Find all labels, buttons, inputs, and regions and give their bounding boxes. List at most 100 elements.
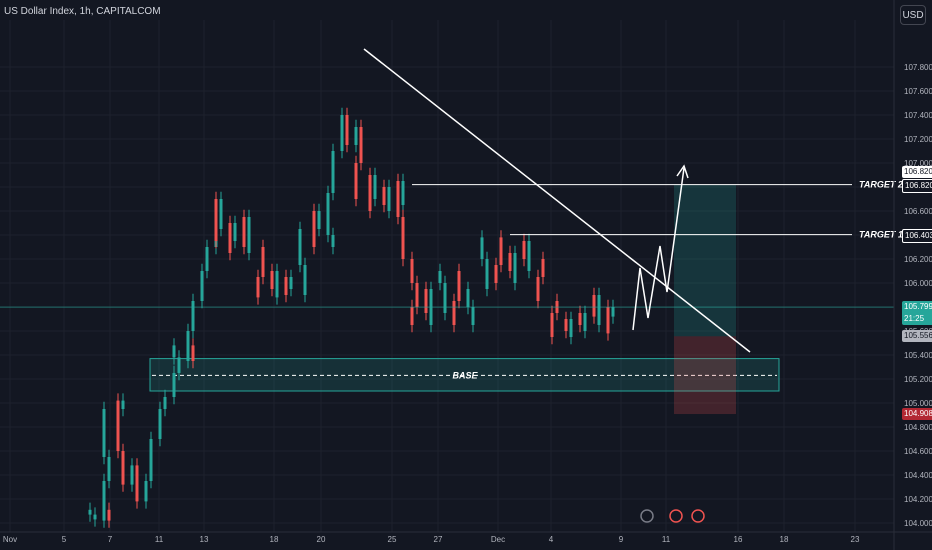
candle-body [284,277,288,295]
candle-body [205,247,209,271]
x-tick-label: 16 [734,535,743,544]
chart-title: US Dollar Index, 1h, CAPITALCOM [4,6,161,17]
candle-body [312,211,316,247]
candle-body [564,319,568,331]
candle-body [443,283,447,313]
candle-body [494,265,498,283]
candle-body [158,409,162,439]
base-zone[interactable] [149,358,780,392]
profit-zone[interactable] [674,184,736,337]
countdown-value: 21:25 [904,314,925,324]
candle-body [536,277,540,301]
x-tick-label: 9 [619,535,624,544]
x-tick-label: 11 [662,535,671,544]
candle-body [214,199,218,241]
candle-body [387,187,391,211]
y-tick-label: 107.800 [904,63,932,72]
candle-body [116,400,120,451]
y-tick-label: 107.400 [904,111,932,120]
level-price-tag: 105.556 [902,330,932,343]
candle-body [541,259,545,277]
y-tick-label: 106.000 [904,279,932,288]
x-tick-label: 18 [270,535,279,544]
candle-body [275,271,279,298]
y-tick-label: 105.400 [904,351,932,360]
candle-body [163,397,167,409]
candle-body [396,181,400,217]
y-tick-label: 104.800 [904,423,932,432]
candle-body [522,241,526,259]
candle-body [121,400,125,409]
stop-price-tag: 104.908 [902,408,932,421]
candle-body [354,127,358,145]
candle-body [457,271,461,301]
candle-body [424,289,428,313]
projection-path[interactable] [632,167,685,331]
loss-zone[interactable] [674,336,736,415]
candle-body [359,127,363,163]
event-icon[interactable] [669,509,683,523]
x-tick-label: Nov [3,535,17,544]
candle-body [401,181,405,205]
x-tick-label: 27 [434,535,443,544]
base-label: BASE [452,370,478,380]
candle-body [121,451,125,485]
y-tick-label: 104.600 [904,447,932,456]
target1-label: TARGET 1 [859,230,903,240]
candle-body [177,357,181,373]
candle-body [340,115,344,151]
candle-body [415,283,419,307]
candle-body [88,509,92,515]
x-tick-label: 11 [155,535,164,544]
candle-body [144,481,148,502]
candle-body [228,223,232,253]
currency-button[interactable]: USD [900,5,926,25]
candle-body [382,187,386,205]
candle-body [298,229,302,265]
candle-body [261,247,265,277]
x-tick-label: 13 [200,535,209,544]
x-tick-label: 20 [317,535,326,544]
y-tick-label: 105.200 [904,375,932,384]
y-tick-label: 106.600 [904,207,932,216]
candle-body [550,313,554,337]
candle-body [513,253,517,283]
candle-body [331,151,335,193]
x-tick-label: 7 [108,535,113,544]
candle-body [583,313,587,331]
candle-body [485,259,489,289]
candle-body [219,199,223,229]
candle-body [578,313,582,325]
candle-body [597,295,601,325]
candle-body [410,307,414,325]
candle-body [368,175,372,211]
candle-body [191,345,195,361]
event-icon[interactable] [640,509,654,523]
candle-body [172,345,176,358]
candle-body [611,307,615,317]
target2-label: TARGET 2 [859,180,903,190]
target2-price-tag: 106.820 [902,178,932,193]
candle-body [149,439,153,481]
candle-body [326,193,330,235]
x-tick-label: 4 [549,535,554,544]
candle-body [606,307,610,334]
candle-body [107,509,111,521]
candle-body [233,223,237,241]
candle-body [135,465,139,502]
candle-body [200,271,204,301]
y-tick-label: 105.000 [904,399,932,408]
candle-body [345,115,349,145]
candle-body [480,237,484,259]
trend-line[interactable] [363,48,751,353]
target1-price-tag: 106.403 [902,228,932,243]
x-tick-label: 25 [388,535,397,544]
x-tick-label: 23 [851,535,860,544]
candle-body [107,457,111,481]
candle-body [93,514,97,520]
event-icon[interactable] [691,509,705,523]
candle-body [331,235,335,247]
candle-body [270,271,274,289]
